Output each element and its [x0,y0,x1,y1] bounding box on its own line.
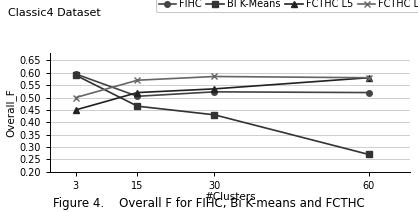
BI K-Means [135,105,140,107]
FCTHC L10 [73,96,78,99]
Line: FCTHC L5: FCTHC L5 [73,75,371,113]
BI K-Means [73,74,78,77]
FCTHC L5 [212,88,217,90]
BI K-Means [212,114,217,116]
BI K-Means [366,153,371,156]
Y-axis label: Overall_F: Overall_F [6,88,17,137]
Line: FCTHC L10: FCTHC L10 [72,73,372,101]
Line: BI K-Means: BI K-Means [73,73,371,157]
X-axis label: #Clusters: #Clusters [204,192,256,202]
FIHC [212,91,217,93]
FCTHC L10 [135,79,140,81]
Text: Figure 4.    Overall F for FIHC, Bi K-means and FCTHC: Figure 4. Overall F for FIHC, Bi K-means… [53,197,365,210]
FCTHC L5 [135,91,140,94]
Text: Classic4 Dataset: Classic4 Dataset [8,8,101,18]
FCTHC L5 [366,77,371,79]
FCTHC L10 [212,75,217,78]
FCTHC L10 [366,77,371,79]
FIHC [135,95,140,98]
FIHC [366,91,371,94]
FCTHC L5 [73,109,78,111]
FIHC [73,73,78,75]
Line: FIHC: FIHC [73,71,371,99]
Legend: FIHC, BI K-Means, FCTHC L5, FCTHC L10: FIHC, BI K-Means, FCTHC L5, FCTHC L10 [155,0,418,12]
